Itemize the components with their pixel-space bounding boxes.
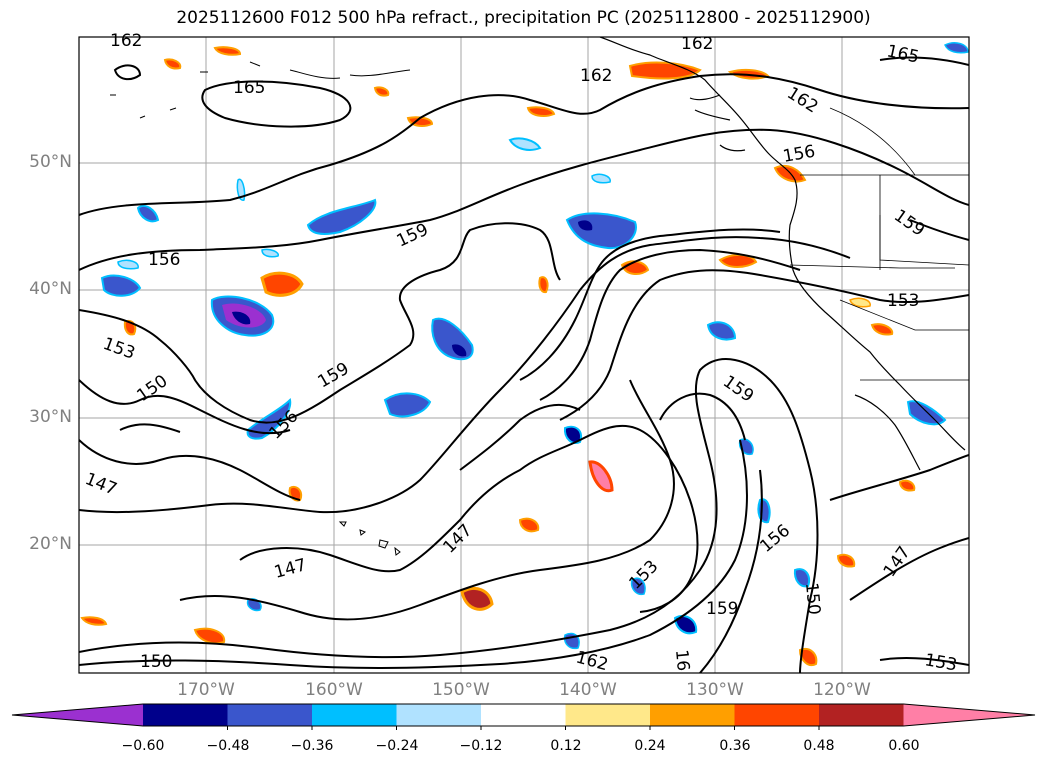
colorbar-extend-high xyxy=(903,704,1035,726)
colorbar-segment xyxy=(143,704,228,726)
contour-label: 150 xyxy=(140,652,172,672)
borders xyxy=(789,107,969,381)
colorbar-tick: −0.12 xyxy=(459,738,503,754)
colorbar-tick: 0.60 xyxy=(888,738,920,754)
lat-label-40n: 40°N xyxy=(29,279,72,299)
contour-label: 153 xyxy=(887,291,919,311)
lon-label-150w: 150°W xyxy=(432,680,490,700)
lat-label-30n: 30°N xyxy=(29,407,72,427)
lat-label-50n: 50°N xyxy=(29,152,72,172)
colorbar-segment xyxy=(734,704,820,726)
colorbar-tick: −0.48 xyxy=(206,738,250,754)
colorbar-segment xyxy=(312,704,397,726)
colorbar-outline xyxy=(11,703,1036,727)
chart-title: 2025112600 F012 500 hPa refract., precip… xyxy=(176,8,871,28)
colorbar-tick: 0.36 xyxy=(719,738,751,754)
contour-label: 150 xyxy=(801,582,824,616)
map-frame-bg xyxy=(79,37,969,673)
lon-label-140w: 140°W xyxy=(559,680,617,700)
contour-label: 156 xyxy=(148,250,180,270)
colorbar-segment xyxy=(565,704,651,726)
colorbar-segment xyxy=(481,704,566,726)
contour-label: 162 xyxy=(110,31,142,51)
contour-label: 159 xyxy=(706,599,738,619)
colorbar-tick: −0.24 xyxy=(375,738,419,754)
colorbar-tick: −0.60 xyxy=(121,738,165,754)
colorbar-segment xyxy=(650,704,735,726)
refractivity-contours xyxy=(79,56,969,673)
contour-label: 162 xyxy=(580,66,612,86)
colorbar-segment xyxy=(227,704,313,726)
colorbar-tick: 0.48 xyxy=(803,738,835,754)
colorbar-tick: −0.36 xyxy=(290,738,334,754)
lon-label-120w: 120°W xyxy=(813,680,871,700)
colorbar-segment xyxy=(396,704,482,726)
lon-label-130w: 130°W xyxy=(686,680,744,700)
colorbar-segment xyxy=(819,704,904,726)
precip-negative-areas xyxy=(100,42,969,650)
colorbar-tick: 0.24 xyxy=(634,738,666,754)
contour-label: 16 xyxy=(671,649,693,672)
map-frame xyxy=(78,36,970,674)
lon-label-160w: 160°W xyxy=(305,680,363,700)
colorbar-tick: 0.12 xyxy=(550,738,582,754)
precip-positive-areas xyxy=(80,46,916,666)
coastlines xyxy=(599,37,966,471)
colorbar-extend-low xyxy=(12,704,143,726)
lat-label-20n: 20°N xyxy=(29,534,72,554)
contour-label: 165 xyxy=(233,78,265,98)
contour-label: 162 xyxy=(681,34,713,54)
lon-label-170w: 170°W xyxy=(177,680,235,700)
islands xyxy=(110,61,411,556)
map-plot: 162 165 162 162 162 165 156 159 156 153 … xyxy=(78,31,970,676)
